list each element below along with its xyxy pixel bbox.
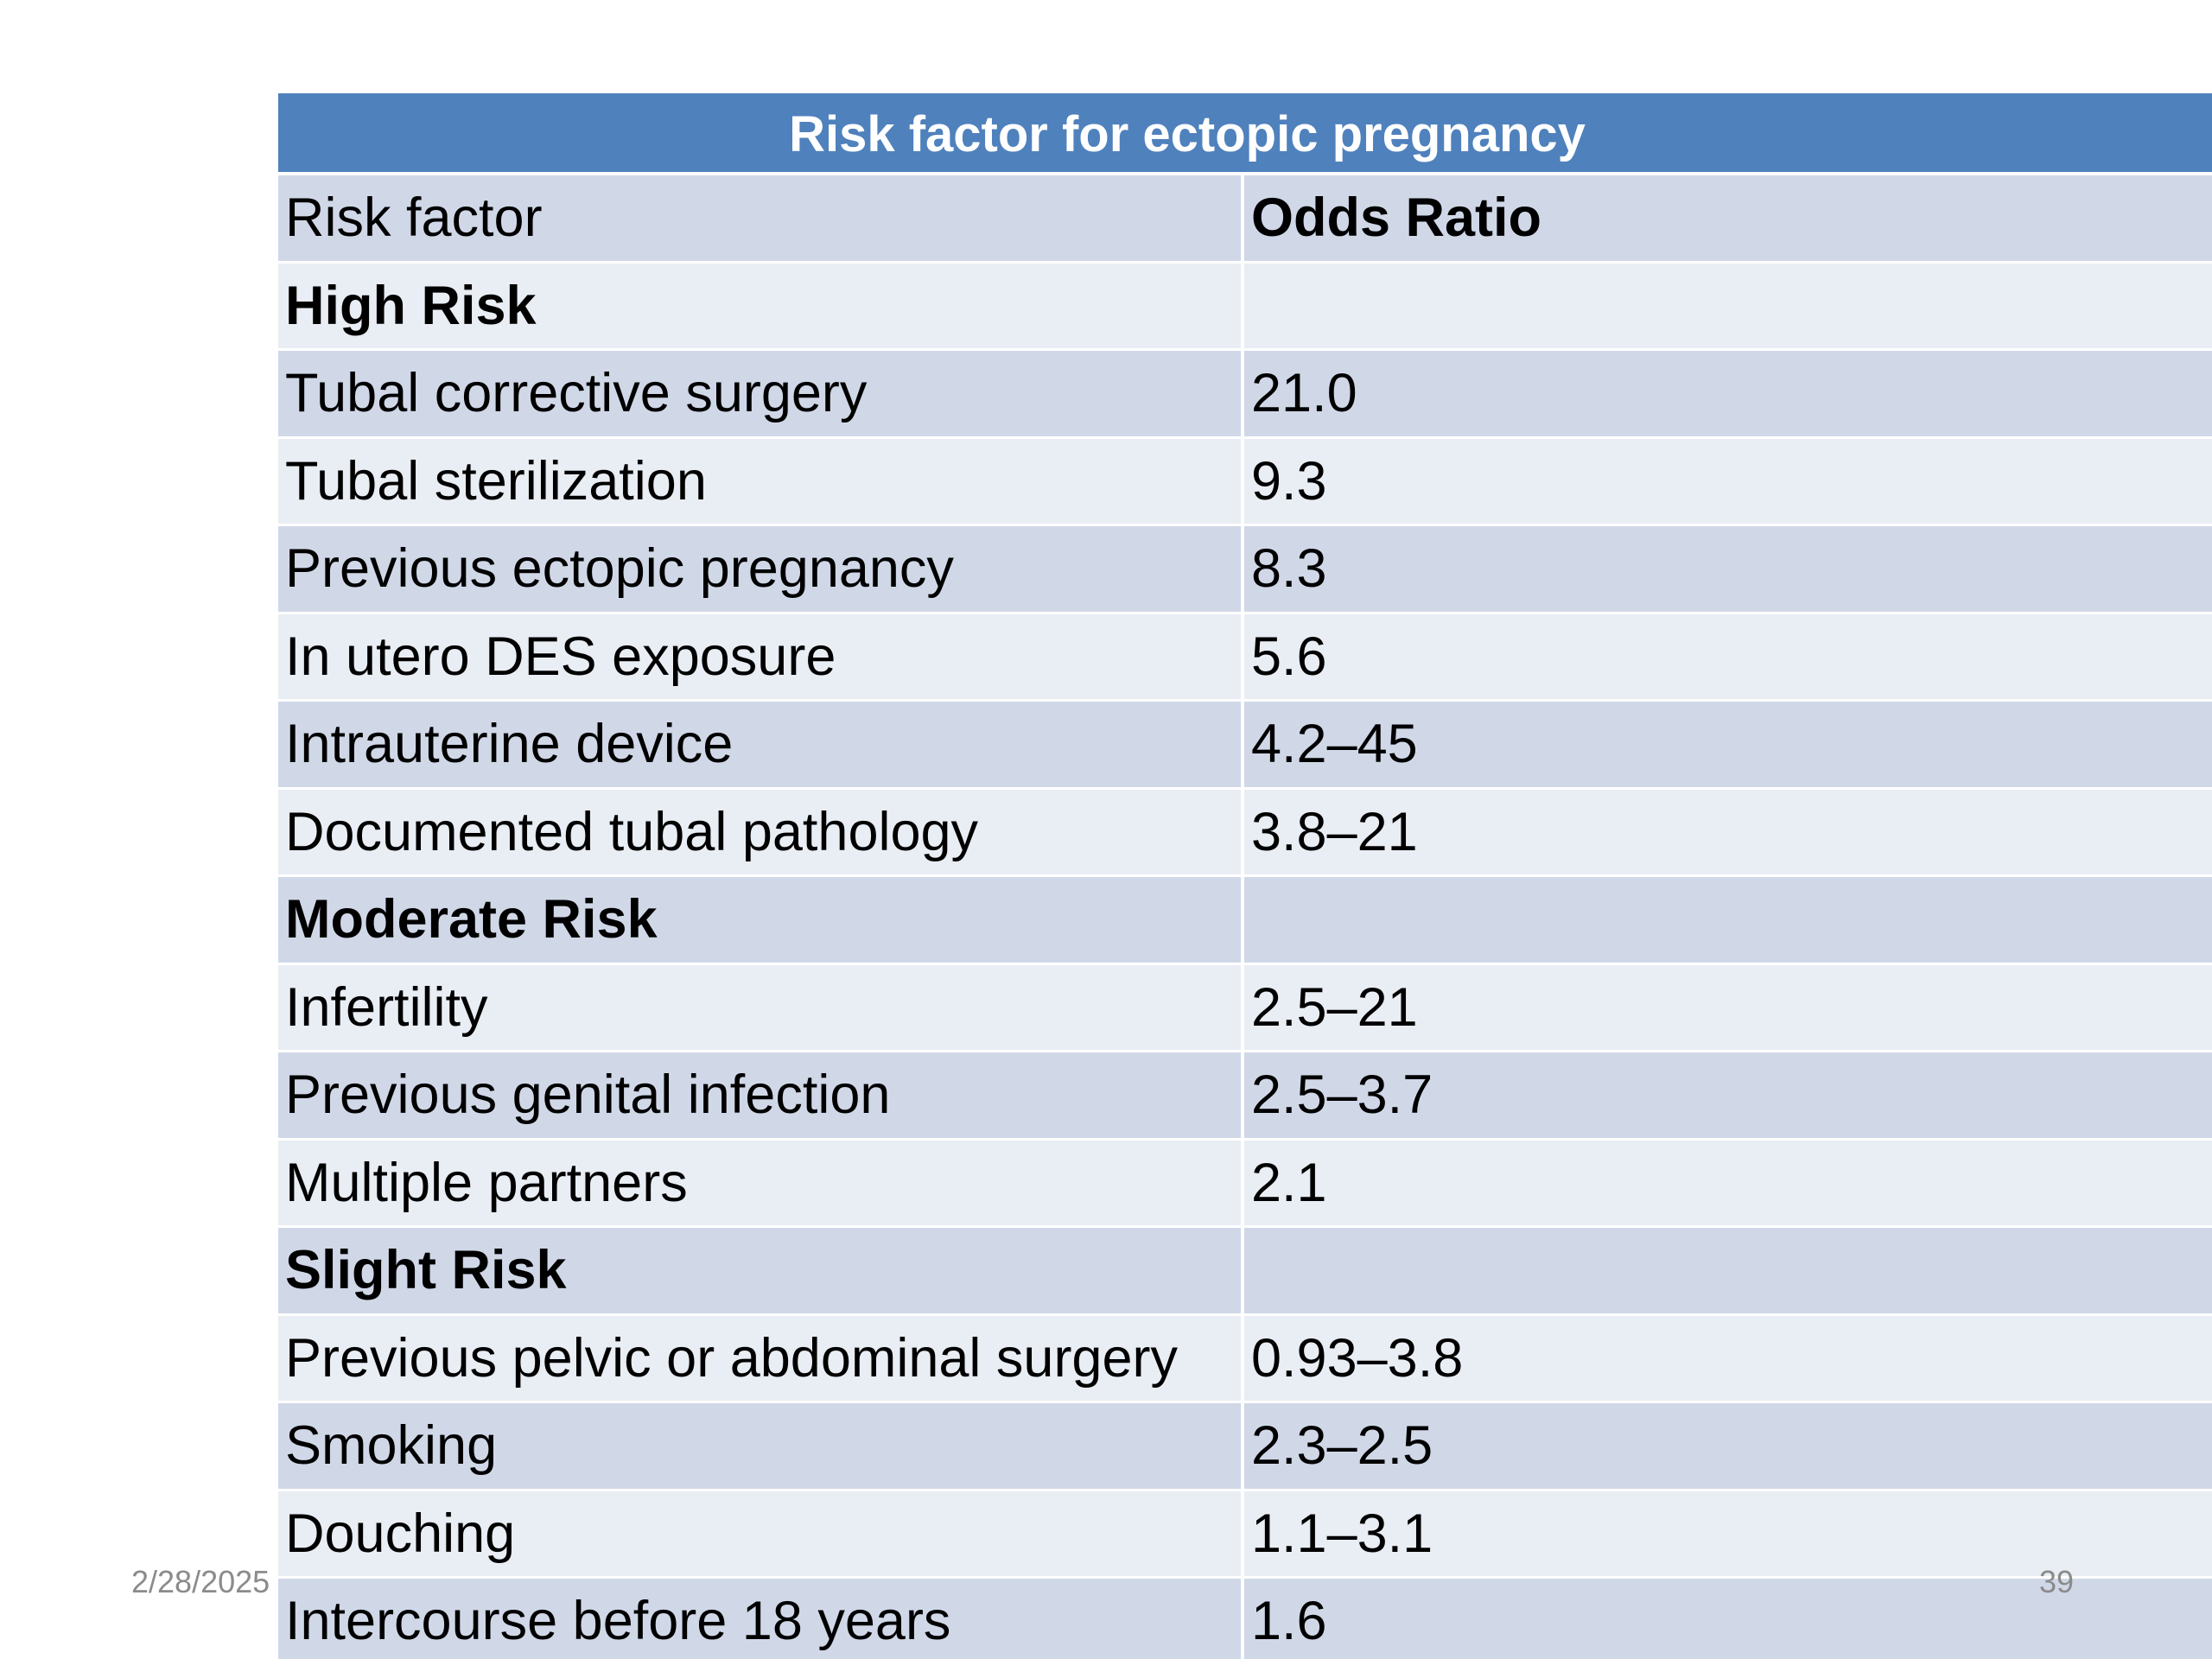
- table-row: Smoking 2.3–2.5: [278, 1403, 2212, 1491]
- risk-factor-cell: Smoking: [278, 1403, 1244, 1489]
- risk-factor-cell: Intercourse before 18 years: [278, 1579, 1244, 1659]
- odds-ratio-cell: 5.6: [1251, 626, 1327, 687]
- table-row: Documented tubal pathology 3.8–21: [278, 789, 2212, 877]
- section-header-row: Moderate Risk: [278, 877, 2212, 965]
- table-row: Intrauterine device 4.2–45: [278, 702, 2212, 790]
- risk-factor-cell: Intrauterine device: [278, 702, 1244, 787]
- odds-ratio-cell: 8.3: [1251, 538, 1327, 599]
- risk-factor-cell: Multiple partners: [278, 1140, 1244, 1225]
- odds-ratio-cell: 2.3–2.5: [1251, 1415, 1433, 1476]
- odds-ratio-cell: 1.1–3.1: [1251, 1503, 1433, 1564]
- table-row: Infertility 2.5–21: [278, 964, 2212, 1052]
- table-header-row: Risk factor Odds Ratio: [278, 175, 2212, 264]
- risk-factor-cell: Tubal corrective surgery: [278, 351, 1244, 436]
- table-row: Previous pelvic or abdominal surgery 0.93…: [278, 1315, 2212, 1403]
- odds-ratio-cell: 1.6: [1251, 1591, 1327, 1651]
- odds-ratio-cell: [1244, 264, 2212, 349]
- table-body: High Risk Tubal corrective surgery 21.0 Tub…: [278, 263, 2212, 1659]
- risk-factor-cell: In utero DES exposure: [278, 613, 1244, 699]
- table-row: Multiple partners 2.1: [278, 1140, 2212, 1228]
- section-label: Moderate Risk: [278, 877, 1244, 963]
- odds-ratio-cell: 21.0: [1251, 363, 1357, 423]
- risk-factor-cell: Previous ectopic pregnancy: [278, 526, 1244, 612]
- table-row: Tubal sterilization 9.3: [278, 438, 2212, 526]
- risk-factor-cell: Documented tubal pathology: [278, 789, 1244, 874]
- section-label: High Risk: [278, 263, 1244, 348]
- header-odds-ratio: Odds Ratio: [1251, 188, 1542, 248]
- table-row: Previous ectopic pregnancy 8.3: [278, 526, 2212, 614]
- risk-factor-cell: Tubal sterilization: [278, 438, 1244, 524]
- risk-factor-table: Risk factor for ectopic pregnancy Risk f…: [278, 93, 2212, 1659]
- odds-ratio-cell: 2.5–3.7: [1251, 1065, 1433, 1125]
- table-title: Risk factor for ectopic pregnancy: [278, 93, 2212, 175]
- section-label: Slight Risk: [278, 1228, 1244, 1313]
- odds-ratio-cell: 3.8–21: [1251, 801, 1418, 862]
- header-risk-factor: Risk factor: [278, 175, 1244, 261]
- odds-ratio-cell: 2.5–21: [1251, 976, 1418, 1038]
- odds-ratio-cell: 2.1: [1251, 1152, 1327, 1213]
- table-row: Douching 1.1–3.1: [278, 1491, 2212, 1579]
- risk-factor-cell: Douching: [278, 1491, 1244, 1576]
- slide-number: 39: [2039, 1564, 2075, 1599]
- table-row: In utero DES exposure 5.6: [278, 613, 2212, 702]
- odds-ratio-cell: 9.3: [1251, 450, 1327, 512]
- table-row: Previous genital infection 2.5–3.7: [278, 1052, 2212, 1141]
- section-header-row: Slight Risk: [278, 1228, 2212, 1316]
- table-row: Intercourse before 18 years 1.6: [278, 1579, 2212, 1659]
- table-row: Tubal corrective surgery 21.0: [278, 351, 2212, 439]
- odds-ratio-cell: [1244, 1228, 2212, 1313]
- odds-ratio-cell: [1244, 877, 2212, 963]
- risk-factor-cell: Infertility: [278, 964, 1244, 1050]
- odds-ratio-cell: 0.93–3.8: [1251, 1327, 1464, 1389]
- footer-date: 2/28/2025: [131, 1564, 270, 1599]
- section-header-row: High Risk: [278, 263, 2212, 351]
- odds-ratio-cell: 4.2–45: [1251, 714, 1418, 774]
- risk-factor-cell: Previous pelvic or abdominal surgery: [278, 1315, 1244, 1401]
- risk-factor-cell: Previous genital infection: [278, 1052, 1244, 1138]
